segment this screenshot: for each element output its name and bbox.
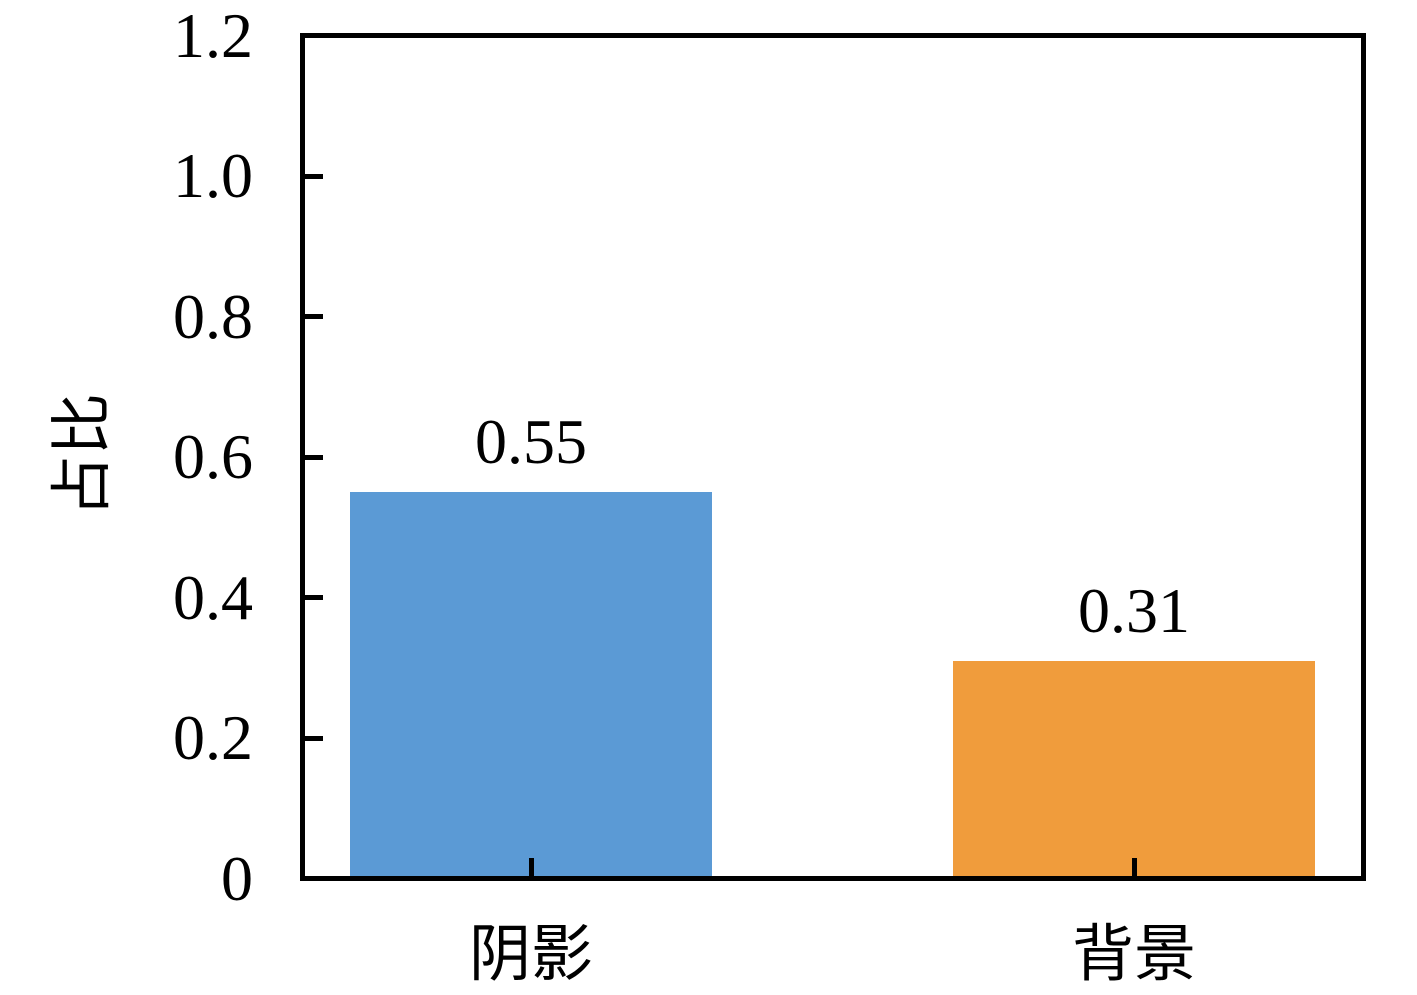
y-tick-label: 0.6 — [173, 421, 253, 492]
bar-背景 — [953, 660, 1315, 876]
y-tick-label: 0 — [221, 842, 253, 914]
bar-value-label: 0.55 — [475, 406, 587, 478]
y-tick-label: 1.0 — [173, 140, 253, 211]
y-tick-label: 1.2 — [173, 0, 253, 71]
x-tick-label: 背景 — [1071, 920, 1196, 989]
y-tick-mark — [305, 735, 323, 741]
y-tick-mark — [305, 876, 323, 881]
x-tick-label: 阴影 — [468, 920, 593, 989]
bar-阴影 — [350, 492, 712, 876]
y-tick-label: 0.2 — [173, 702, 253, 773]
y-tick-label: 0.8 — [173, 280, 253, 352]
x-tick-mark — [1131, 858, 1137, 876]
y-tick-label: 0.4 — [173, 561, 253, 633]
y-tick-mark — [305, 454, 323, 460]
y-tick-mark — [305, 595, 323, 600]
x-tick-mark — [528, 858, 534, 876]
y-tick-mark — [305, 314, 323, 319]
bar-value-label: 0.31 — [1078, 574, 1190, 646]
y-tick-mark — [305, 173, 323, 179]
y-tick-mark — [305, 33, 323, 38]
